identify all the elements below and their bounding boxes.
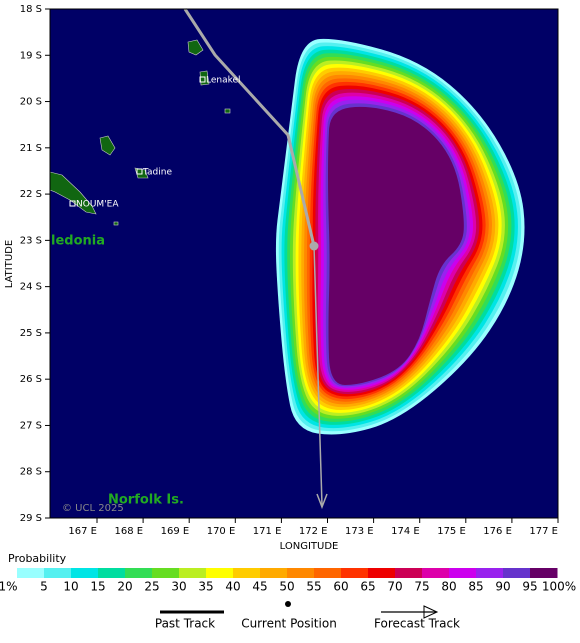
place-label: NOUM'EA (76, 200, 119, 210)
colorbar-label: 55 (306, 580, 321, 594)
colorbar-label: 10 (63, 580, 78, 594)
map-frame (49, 8, 559, 519)
y-tick-label: 19 S (20, 50, 42, 61)
y-tick-label: 28 S (20, 467, 42, 478)
colorbar-label: 40 (225, 580, 240, 594)
colorbar-label: 75 (414, 580, 429, 594)
forecast-arrow-key (423, 605, 439, 619)
colorbar-label: 5 (40, 580, 48, 594)
x-tick-label: 174 E (391, 526, 420, 537)
colorbar-label: 20 (117, 580, 132, 594)
forecast-track (313, 245, 323, 506)
colorbar-swatch (341, 568, 369, 578)
colorbar-swatch (233, 568, 261, 578)
legend-title: Probability (8, 552, 67, 565)
colorbar-swatch (71, 568, 99, 578)
y-tick-label: 23 S (20, 235, 42, 246)
copyright: © UCL 2025 (62, 503, 124, 514)
x-tick-label: 169 E (161, 526, 190, 537)
colorbar-label: 35 (198, 580, 213, 594)
colorbar-swatch (260, 568, 288, 578)
colorbar-swatch (287, 568, 315, 578)
place-label: Tadine (142, 168, 172, 178)
colorbar-label: 95 (522, 580, 537, 594)
legend-item: Past Track (155, 617, 215, 631)
place-markers (69, 76, 206, 207)
x-tick-label: 167 E (68, 526, 97, 537)
y-tick-label: 21 S (20, 143, 42, 154)
colorbar-label: 60 (333, 580, 348, 594)
colorbar-swatch (314, 568, 342, 578)
x-tick-label: 168 E (115, 526, 144, 537)
region-label: Norfolk Is. (108, 493, 184, 508)
colorbar-label: 45 (252, 580, 267, 594)
colorbar-swatch (422, 568, 450, 578)
place-label: Lenakel (206, 76, 241, 86)
x-tick-label: 175 E (437, 526, 466, 537)
colorbar-swatch (368, 568, 396, 578)
y-tick-label: 22 S (20, 189, 42, 200)
region-label: ledonia (51, 234, 105, 249)
y-axis-label: LATITUDE (4, 240, 15, 288)
colorbar-label: 65 (360, 580, 375, 594)
colorbar-swatch (206, 568, 234, 578)
colorbar-swatch (44, 568, 72, 578)
colorbar-label: 90 (495, 580, 510, 594)
legend-item: Forecast Track (374, 617, 460, 631)
y-tick-label: 24 S (20, 282, 42, 293)
current-position-key (285, 601, 291, 607)
legend-item: Current Position (241, 617, 337, 631)
x-tick-label: 172 E (299, 526, 328, 537)
land (50, 39, 231, 226)
y-tick-label: 26 S (20, 374, 42, 385)
x-tick-label: 170 E (207, 526, 236, 537)
colorbar-swatch (152, 568, 180, 578)
colorbar-label: 100% (542, 580, 576, 594)
storm-track (183, 8, 328, 510)
colorbar-label: 25 (144, 580, 159, 594)
x-tick-label: 173 E (345, 526, 374, 537)
y-tick-label: 29 S (20, 513, 42, 524)
colorbar-label: 1% (0, 580, 18, 594)
y-tick-label: 27 S (20, 420, 42, 431)
x-tick-label: 176 E (483, 526, 512, 537)
colorbar-swatch (395, 568, 423, 578)
x-tick-label: 177 E (529, 526, 558, 537)
probability-field (275, 38, 525, 435)
x-axis-label: LONGITUDE (280, 541, 339, 552)
y-tick-label: 18 S (20, 4, 42, 15)
x-tick-label: 171 E (253, 526, 282, 537)
colorbar-label: 85 (468, 580, 483, 594)
past-track (183, 8, 316, 247)
current-position (309, 241, 319, 251)
y-tick-label: 25 S (20, 328, 42, 339)
colorbar-swatch (17, 568, 45, 578)
colorbar-swatch (179, 568, 207, 578)
colorbar-label: 30 (171, 580, 186, 594)
colorbar: 1% 5 10 15 20 25 30 35 40 45 50 55 60 65 70 75 80 85 90 95 1… (0, 568, 576, 594)
colorbar-swatch (125, 568, 153, 578)
colorbar-label: 15 (90, 580, 105, 594)
colorbar-label: 70 (387, 580, 402, 594)
colorbar-label: 50 (279, 580, 294, 594)
colorbar-swatch (530, 568, 558, 578)
colorbar-label: 80 (441, 580, 456, 594)
y-tick-label: 20 S (20, 97, 42, 108)
colorbar-swatch (449, 568, 477, 578)
forecast-arrowhead (316, 493, 328, 510)
colorbar-swatch (503, 568, 531, 578)
probability-contour (328, 106, 464, 385)
colorbar-swatch (476, 568, 504, 578)
colorbar-swatch (98, 568, 126, 578)
